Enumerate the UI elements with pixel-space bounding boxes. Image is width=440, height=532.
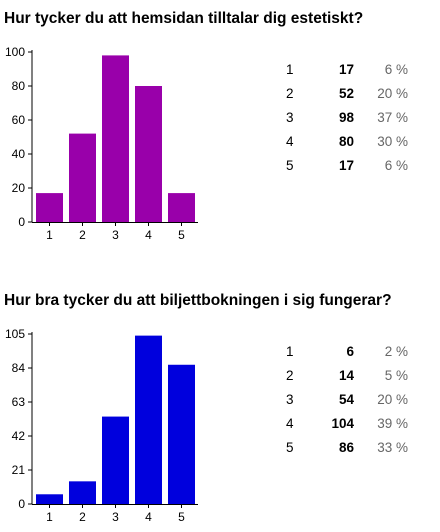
option-label: 4: [286, 134, 294, 149]
option-label: 2: [286, 86, 294, 101]
x-tick-label: 4: [145, 228, 152, 242]
result-row: 3 54 20 %: [280, 388, 408, 412]
bar-chart: 0 20 40 60 80 100 1 2 3 4 5: [5, 45, 198, 242]
result-row: 1 17 6 %: [280, 58, 408, 82]
percent-value: 20 %: [377, 392, 408, 407]
x-tick-label: 3: [112, 510, 119, 524]
y-tick-label: 84: [12, 361, 26, 375]
result-row: 3 98 37 %: [280, 106, 408, 130]
count-value: 17: [338, 158, 354, 173]
bar-3: [102, 55, 129, 223]
results-table: 1 17 6 % 2 52 20 % 3 98 37 % 4 80 30 % 5 17 6 %: [280, 58, 408, 178]
count-value: 14: [338, 368, 354, 383]
count-value: 17: [338, 62, 354, 77]
percent-value: 37 %: [377, 110, 408, 125]
bar-2: [69, 133, 96, 222]
percent-value: 20 %: [377, 86, 408, 101]
count-value: 86: [338, 440, 354, 455]
question-block-2: Hur bra tycker du att biljettbokningen i…: [0, 282, 440, 524]
bar-5: [168, 364, 195, 504]
option-label: 3: [286, 110, 294, 125]
y-tick-label: 105: [5, 327, 25, 341]
bar-1: [36, 193, 63, 222]
percent-value: 5 %: [384, 368, 408, 383]
question-title: Hur bra tycker du att biljettbokningen i…: [4, 292, 392, 309]
x-tick-label: 5: [178, 510, 185, 524]
results-table: 1 6 2 % 2 14 5 % 3 54 20 % 4 104 39 % 5 86 33 %: [280, 340, 408, 460]
bar-5: [168, 193, 195, 222]
y-tick-label: 20: [12, 181, 26, 195]
bar-4: [135, 335, 162, 504]
y-tick-label: 60: [12, 113, 26, 127]
percent-value: 6 %: [384, 158, 408, 173]
y-tick-label: 80: [12, 79, 26, 93]
y-tick-label: 21: [12, 463, 26, 477]
y-tick-label: 42: [12, 429, 26, 443]
result-row: 4 104 39 %: [280, 412, 408, 436]
percent-value: 30 %: [377, 134, 408, 149]
result-row: 1 6 2 %: [280, 340, 408, 364]
x-tick-label: 2: [79, 228, 86, 242]
count-value: 104: [331, 416, 354, 431]
x-tick-label: 1: [46, 510, 53, 524]
x-tick-label: 2: [79, 510, 86, 524]
count-value: 52: [338, 86, 354, 101]
percent-value: 33 %: [377, 440, 408, 455]
option-label: 3: [286, 392, 294, 407]
count-value: 98: [338, 110, 354, 125]
result-row: 5 17 6 %: [280, 154, 408, 178]
result-row: 2 52 20 %: [280, 82, 408, 106]
bar-1: [36, 494, 63, 504]
percent-value: 39 %: [377, 416, 408, 431]
option-label: 2: [286, 368, 294, 383]
count-value: 80: [338, 134, 354, 149]
x-tick-label: 4: [145, 510, 152, 524]
y-tick-label: 63: [12, 395, 26, 409]
bar-4: [135, 86, 162, 222]
question-title: Hur tycker du att hemsidan tilltalar dig…: [4, 10, 364, 27]
result-row: 2 14 5 %: [280, 364, 408, 388]
x-tick-label: 3: [112, 228, 119, 242]
y-tick-label: 0: [18, 215, 25, 229]
y-tick-label: 40: [12, 147, 26, 161]
count-value: 6: [346, 344, 354, 359]
percent-value: 2 %: [384, 344, 408, 359]
x-tick-label: 5: [178, 228, 185, 242]
option-label: 1: [286, 344, 294, 359]
bar-3: [102, 416, 129, 504]
option-label: 5: [286, 440, 294, 455]
question-block-1: Hur tycker du att hemsidan tilltalar dig…: [0, 0, 440, 260]
percent-value: 6 %: [384, 62, 408, 77]
y-tick-label: 100: [5, 45, 25, 59]
x-tick-label: 1: [46, 228, 53, 242]
option-label: 5: [286, 158, 294, 173]
bar-2: [69, 481, 96, 504]
y-tick-label: 0: [18, 497, 25, 511]
count-value: 54: [338, 392, 354, 407]
option-label: 1: [286, 62, 294, 77]
bar-chart: 0 21 42 63 84 105 1 2 3 4 5: [5, 327, 198, 524]
result-row: 4 80 30 %: [280, 130, 408, 154]
option-label: 4: [286, 416, 294, 431]
result-row: 5 86 33 %: [280, 436, 408, 460]
